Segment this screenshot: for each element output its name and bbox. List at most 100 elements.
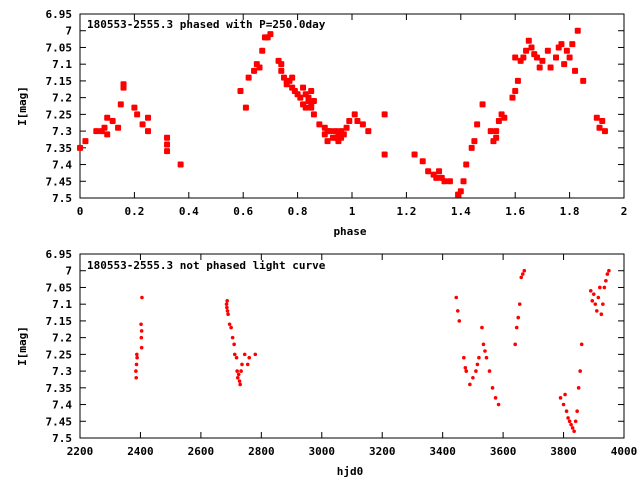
phased-data-point	[501, 114, 508, 121]
phased-data-point	[512, 54, 519, 61]
unphased-data-point	[520, 272, 525, 276]
unphased-x-tick-label: 2200	[67, 445, 94, 458]
unphased-data-point	[239, 369, 243, 373]
phased-y-tick-label: 7.45	[46, 175, 73, 188]
phased-data-point	[601, 128, 608, 135]
phased-x-tick-label: 0	[77, 205, 84, 218]
unphased-y-tick-label: 7.45	[46, 415, 73, 428]
phased-data-point	[324, 138, 331, 145]
phased-data-point	[446, 178, 453, 185]
phased-data-point	[539, 57, 546, 64]
phased-data-point	[300, 101, 307, 108]
phased-data-point	[101, 124, 108, 131]
unphased-data-point	[225, 309, 230, 313]
unphased-data-point	[474, 369, 478, 373]
phased-data-point	[308, 104, 315, 111]
unphased-data-point	[464, 369, 469, 373]
unphased-data-point	[483, 349, 487, 353]
unphased-data-point	[462, 355, 466, 360]
phased-data-point	[436, 168, 443, 175]
phased-data-point	[305, 94, 312, 101]
phased-data-point	[468, 144, 475, 151]
phased-data-point	[310, 111, 317, 118]
phased-data-point	[471, 138, 478, 145]
phased-data-point	[547, 64, 554, 71]
unphased-data-point	[595, 309, 599, 313]
unphased-data-point	[604, 278, 608, 283]
phased-data-point	[433, 174, 440, 181]
unphased-y-tick-label: 7.5	[52, 432, 72, 445]
phased-data-point	[514, 77, 521, 84]
unphased-data-point	[519, 275, 524, 280]
phased-data-point	[457, 188, 464, 195]
unphased-data-point	[134, 369, 138, 373]
unphased-data-point	[236, 372, 241, 377]
phased-data-point	[267, 31, 274, 38]
unphased-data-point	[227, 322, 232, 327]
phased-data-point	[525, 37, 532, 44]
unphased-data-points	[134, 268, 611, 434]
unphased-x-tick-label: 4000	[611, 445, 638, 458]
phased-data-point	[425, 168, 432, 175]
phased-data-point	[104, 114, 111, 121]
unphased-data-point	[139, 335, 144, 340]
unphased-data-point	[591, 292, 596, 296]
phased-data-point	[297, 94, 304, 101]
phased-data-point	[145, 114, 151, 121]
phased-data-point	[77, 144, 83, 151]
unphased-x-tick-label: 3800	[550, 445, 577, 458]
phased-data-point	[82, 138, 89, 145]
phased-data-point	[572, 67, 579, 74]
unphased-y-tick-label: 7.35	[46, 382, 73, 395]
phased-data-point	[359, 121, 366, 128]
phased-data-point	[259, 47, 266, 54]
unphased-data-point	[490, 386, 495, 390]
unphased-data-point	[569, 422, 573, 427]
phased-y-tick-label: 7.15	[46, 75, 73, 88]
unphased-data-point	[596, 295, 601, 300]
phased-data-point	[561, 61, 568, 68]
phased-data-point	[593, 114, 600, 121]
phased-data-point	[381, 151, 388, 158]
unphased-data-point	[487, 369, 492, 373]
phased-y-tick-label: 7.2	[52, 92, 72, 105]
unphased-data-point	[225, 305, 229, 310]
unphased-data-point	[567, 419, 572, 424]
unphased-data-point	[232, 352, 237, 357]
phased-data-point	[164, 134, 171, 141]
phased-data-point	[237, 87, 244, 94]
phased-data-point	[493, 128, 500, 135]
phased-x-tick-label: 0.6	[233, 205, 253, 218]
unphased-data-point	[253, 352, 258, 357]
unphased-data-point	[607, 268, 611, 273]
phased-data-point	[495, 118, 502, 125]
phased-data-point	[115, 124, 122, 131]
unphased-data-point	[590, 299, 595, 303]
phased-data-point	[177, 161, 184, 168]
unphased-data-point	[232, 342, 236, 347]
unphased-y-tick-label: 7.05	[46, 281, 73, 294]
phased-y-tick-label: 7.1	[52, 58, 72, 71]
phased-data-point	[256, 64, 263, 71]
unphased-data-point	[514, 325, 519, 330]
unphased-data-point	[573, 419, 578, 424]
phased-data-point	[569, 41, 576, 48]
phased-data-point	[528, 44, 535, 51]
unphased-data-point	[468, 382, 472, 387]
phased-data-point	[300, 84, 307, 91]
unphased-data-point	[226, 312, 230, 317]
unphased-data-point	[139, 322, 143, 327]
phased-x-tick-label: 2	[621, 205, 628, 218]
unphased-data-point	[135, 355, 139, 360]
phased-data-point	[145, 128, 151, 135]
unphased-axis-ticks: 2200 2400 2600 2800 3000 3200 3400 3600 3800 4000…	[46, 248, 638, 458]
phased-data-point	[164, 148, 171, 155]
unphased-data-point	[480, 325, 484, 330]
unphased-y-tick-label: 7.1	[52, 298, 72, 311]
unphased-data-point	[471, 375, 475, 380]
phased-y-tick-label: 6.95	[46, 8, 73, 21]
unphased-data-point	[230, 335, 235, 340]
unphased-data-point	[493, 396, 498, 400]
phased-data-point	[493, 134, 500, 141]
phased-x-tick-label: 1	[349, 205, 356, 218]
